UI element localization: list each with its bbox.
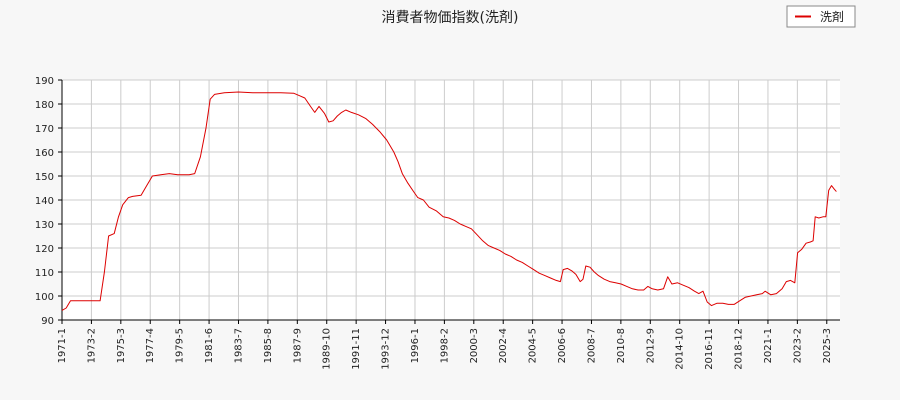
grid bbox=[61, 79, 840, 321]
y-tick-label: 140 bbox=[35, 196, 54, 207]
x-tick-label: 2018-12 bbox=[734, 328, 745, 370]
x-tick-label: 1993-12 bbox=[381, 328, 392, 370]
y-tick-label: 150 bbox=[35, 172, 54, 183]
x-tick-label: 1983-7 bbox=[233, 328, 244, 363]
x-tick-label: 2025-3 bbox=[822, 328, 833, 363]
y-tick-label: 170 bbox=[35, 124, 54, 135]
x-tick-label: 2010-8 bbox=[616, 328, 627, 363]
series-line bbox=[61, 91, 837, 311]
x-tick-label: 1991-11 bbox=[351, 328, 362, 370]
x-tick-label: 1998-2 bbox=[439, 328, 450, 363]
y-tick-label: 180 bbox=[35, 100, 54, 111]
x-tick-label: 1971-1 bbox=[57, 328, 68, 363]
x-tick-label: 2012-9 bbox=[645, 328, 656, 363]
x-tick-label: 2004-5 bbox=[528, 328, 539, 363]
series-layer bbox=[61, 91, 837, 311]
x-tick-label: 2016-11 bbox=[704, 328, 715, 370]
x-tick-label: 1973-2 bbox=[86, 328, 97, 363]
x-axis-ticks: 1971-1 1973-2 1975-3 1977-4 1979-5 1981-6 1983… bbox=[57, 320, 833, 370]
y-tick-label: 160 bbox=[35, 148, 54, 159]
y-tick-label: 100 bbox=[35, 292, 54, 303]
legend: 洗剤 bbox=[786, 5, 856, 28]
legend-label: 洗剤 bbox=[820, 9, 844, 24]
x-tick-label: 2006-6 bbox=[557, 328, 568, 363]
x-tick-label: 1979-5 bbox=[175, 328, 186, 363]
chart-title: 消費者物価指数(洗剤) bbox=[382, 10, 519, 26]
legend-box bbox=[786, 5, 856, 28]
y-tick-label: 190 bbox=[35, 76, 54, 87]
x-tick-label: 2014-10 bbox=[675, 328, 686, 370]
x-tick-label: 1975-3 bbox=[116, 328, 127, 363]
x-tick-label: 1977-4 bbox=[145, 328, 156, 363]
y-tick-label: 110 bbox=[35, 268, 54, 279]
x-tick-label: 2008-7 bbox=[586, 328, 597, 363]
x-tick-label: 2002-4 bbox=[498, 328, 509, 363]
x-tick-label: 2021-1 bbox=[763, 328, 774, 363]
x-tick-label: 2023-2 bbox=[792, 328, 803, 363]
y-tick-label: 130 bbox=[35, 220, 54, 231]
y-axis-ticks: 90 100 110 120 130 140 150 160 170 180 190 bbox=[35, 76, 62, 327]
x-tick-label: 1985-8 bbox=[263, 328, 274, 363]
x-tick-label: 1987-9 bbox=[292, 328, 303, 363]
x-tick-label: 1981-6 bbox=[204, 328, 215, 363]
x-tick-label: 1996-1 bbox=[410, 328, 421, 363]
y-tick-label: 120 bbox=[35, 244, 54, 255]
y-tick-label: 90 bbox=[41, 316, 54, 327]
x-tick-label: 2000-3 bbox=[469, 328, 480, 363]
x-tick-label: 1989-10 bbox=[322, 328, 333, 370]
